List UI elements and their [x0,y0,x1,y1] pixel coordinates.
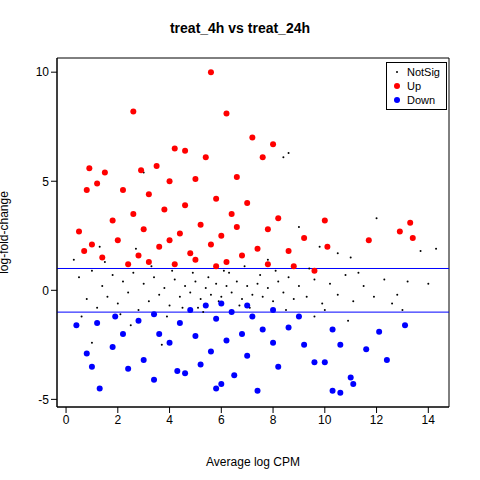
svg-text:Average log CPM: Average log CPM [206,455,300,469]
svg-text:4: 4 [166,413,173,427]
svg-text:log-fold-change: log-fold-change [0,191,11,274]
html-text:treat_4h vs treat_24h: treat_4h vs treat_24h [170,20,310,36]
svg-text:10: 10 [36,65,50,79]
html-text:Down: Down [407,94,436,106]
svg-text:8: 8 [270,413,277,427]
svg-text:12: 12 [370,413,384,427]
html-text:NotSig: NotSig [407,66,440,78]
svg-text:14: 14 [422,413,436,427]
svg-text:10: 10 [318,413,332,427]
svg-text:0: 0 [42,284,49,298]
svg-text:5: 5 [42,175,49,189]
svg-text:6: 6 [218,413,225,427]
svg-text:0: 0 [63,413,70,427]
html-text:Up: Up [407,80,421,92]
svg-text:2: 2 [114,413,121,427]
svg-text:-5: -5 [38,393,49,407]
